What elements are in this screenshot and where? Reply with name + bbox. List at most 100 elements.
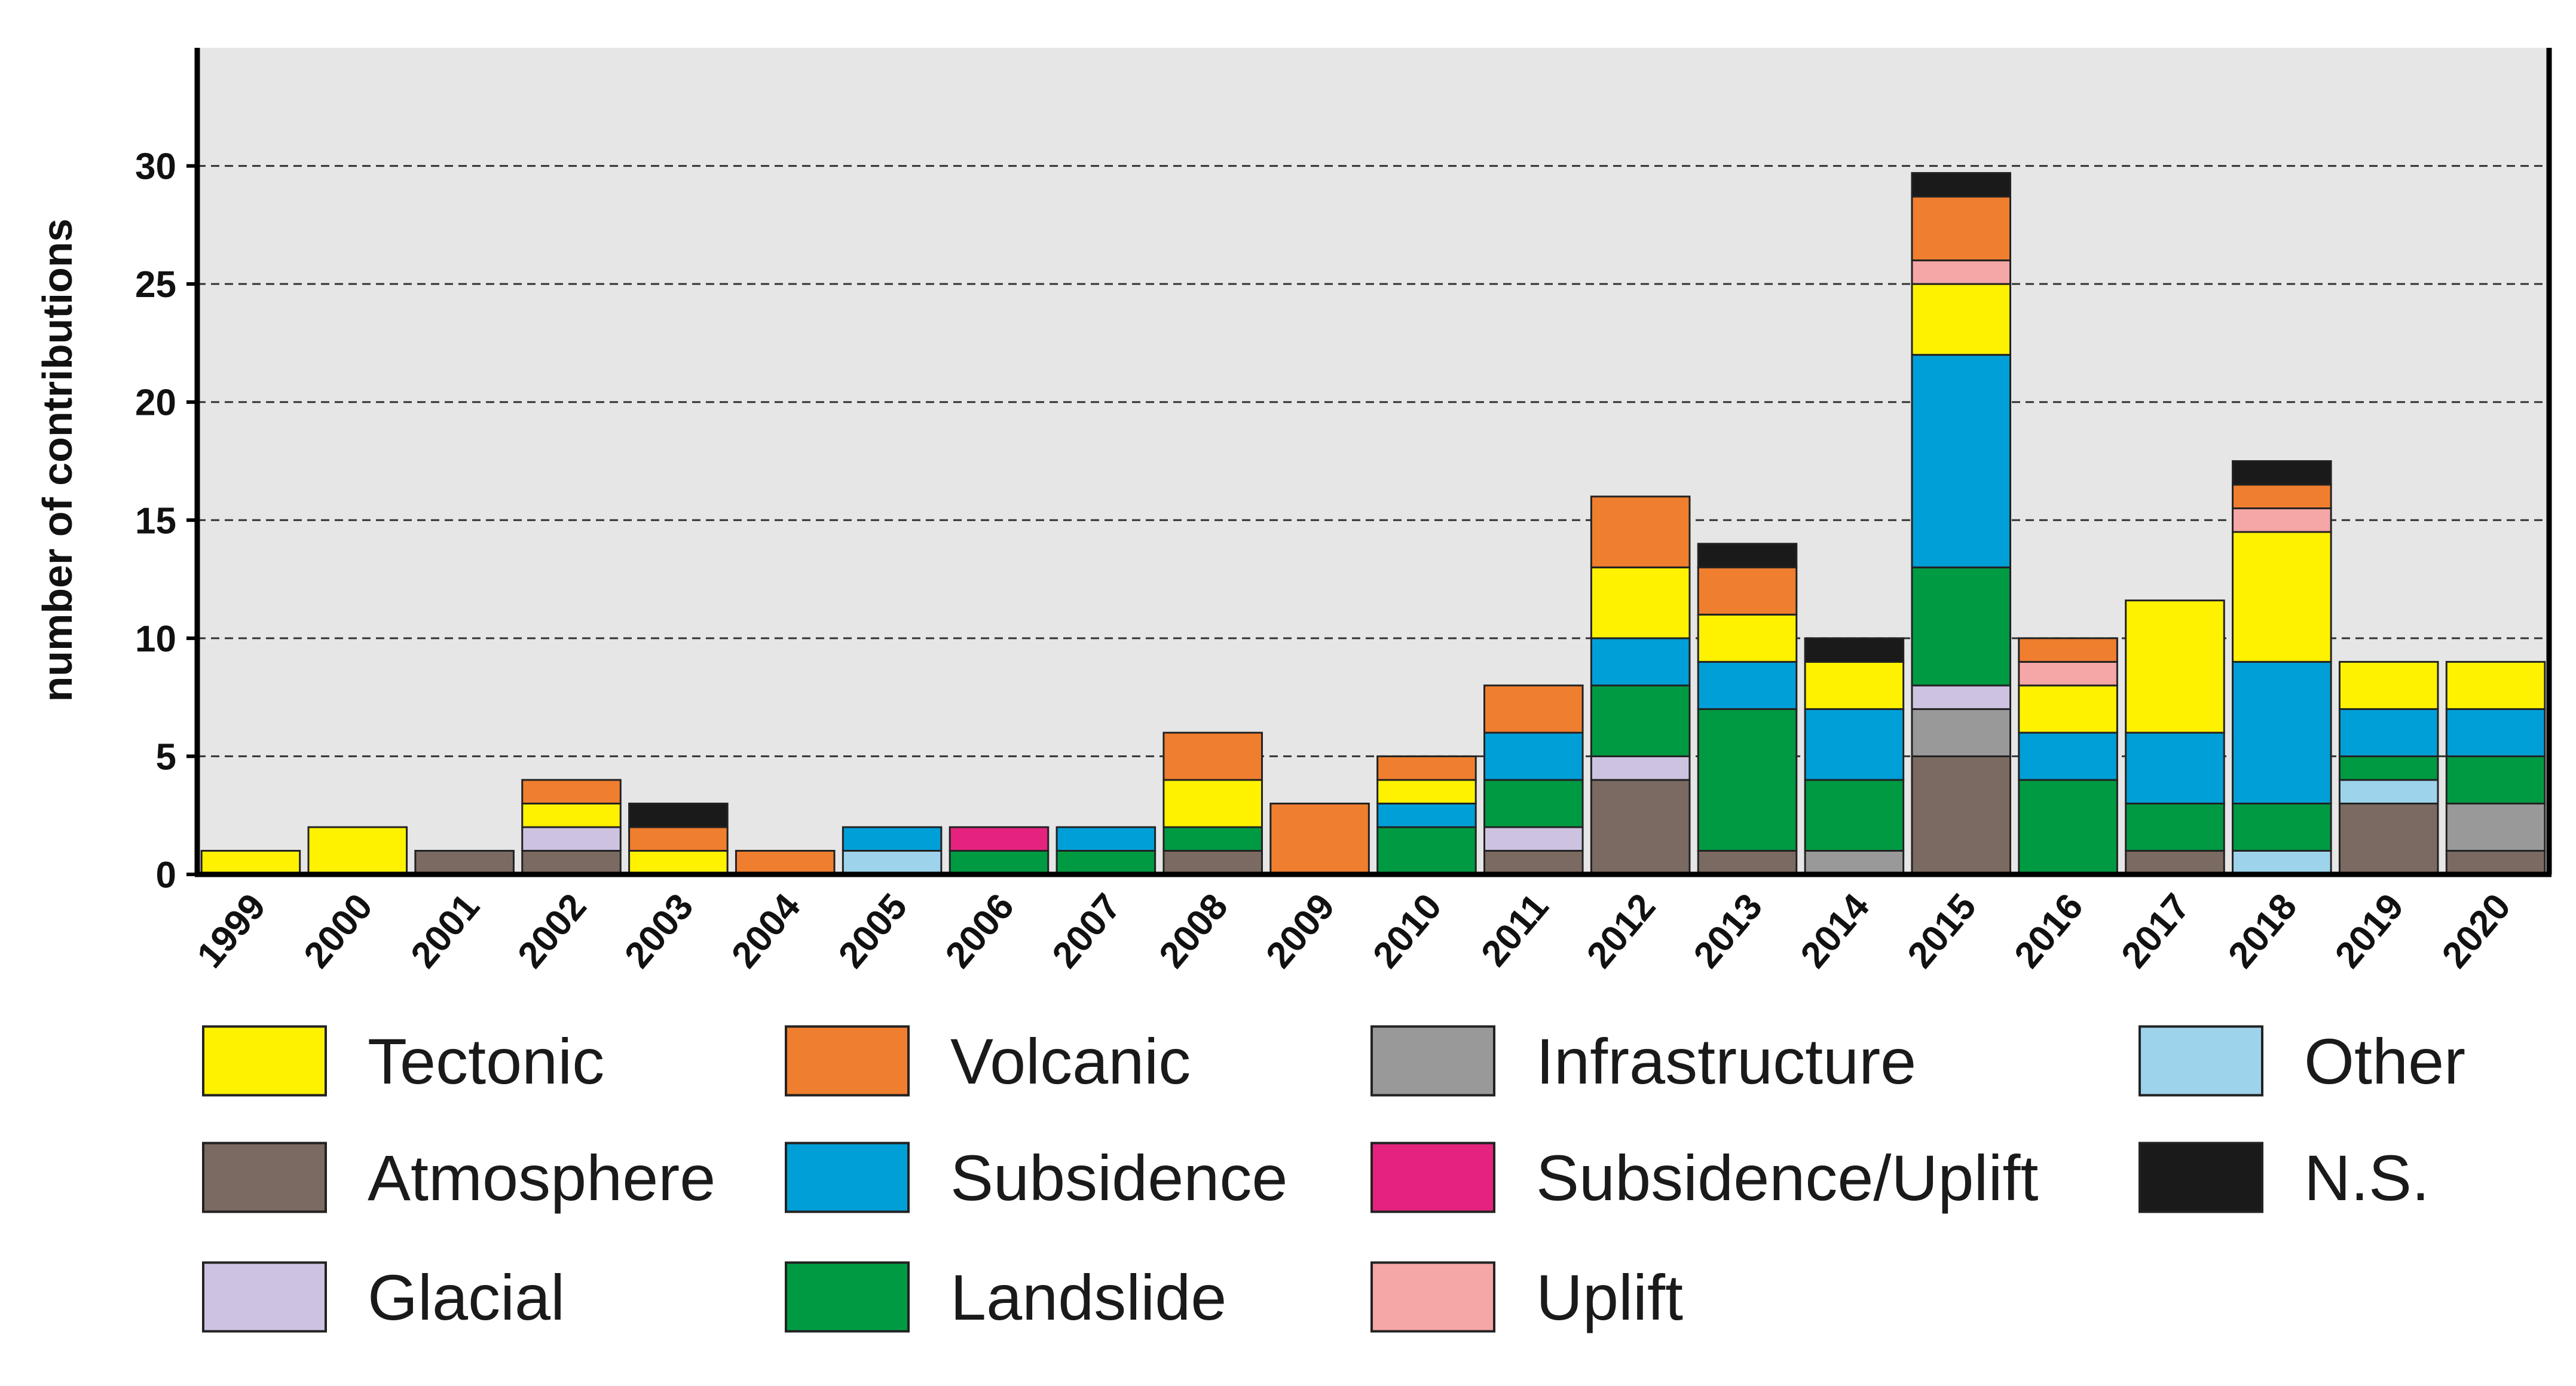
bar-segment-2006-subsidence-uplift (949, 826, 1050, 852)
bar-segment-2015-infrastructure (1911, 708, 2012, 757)
bar-segment-2003-volcanic (628, 826, 729, 852)
bar-segment-2015-uplift (1911, 259, 2012, 285)
bar-segment-2012-subsidence (1590, 637, 1691, 687)
legend-item-volcanic: Volcanic (785, 1025, 1191, 1097)
x-tick-label: 2007 (1045, 886, 1130, 976)
x-tick-label: 2012 (1579, 886, 1664, 976)
bar-2013 (1697, 543, 1798, 876)
y-tick-label: 10 (135, 619, 176, 660)
bar-2007 (1056, 826, 1157, 876)
bar-2015 (1911, 172, 2012, 876)
bar-segment-2012-landslide (1590, 684, 1691, 757)
bar-segment-2010-subsidence (1376, 802, 1477, 828)
legend-item-subsidence-uplift: Subsidence/Uplift (1370, 1142, 2038, 1214)
bar-2000 (307, 826, 408, 876)
x-tick-label: 2002 (510, 886, 595, 976)
bar-segment-2012-tectonic (1590, 566, 1691, 640)
bar-segment-2011-volcanic (1483, 684, 1584, 734)
bar-segment-2020-atmosphere (2445, 849, 2546, 876)
legend-swatch (1370, 1025, 1495, 1097)
x-tick-label: 2010 (1365, 886, 1450, 976)
bar-segment-2008-tectonic (1162, 779, 1263, 828)
bar-segment-2019-atmosphere (2338, 802, 2439, 876)
bar-segment-2019-tectonic (2338, 660, 2439, 710)
bar-segment-2015-subsidence (1911, 354, 2012, 568)
bar-segment-2019-subsidence (2338, 708, 2439, 757)
x-tick-label: 2011 (1473, 886, 1556, 974)
bar-2020 (2445, 660, 2546, 876)
bar-segment-2007-landslide (1056, 849, 1157, 876)
legend-swatch (202, 1142, 327, 1213)
legend-item-uplift: Uplift (1370, 1261, 1683, 1333)
bar-2002 (521, 779, 622, 876)
legend-label: Atmosphere (368, 1142, 715, 1214)
bar-segment-2008-landslide (1162, 826, 1263, 852)
bar-segment-2010-tectonic (1376, 779, 1477, 804)
bar-segment-2016-subsidence (2018, 732, 2118, 781)
x-tick-label: 2014 (1793, 886, 1878, 975)
bar-segment-2003-tectonic (628, 849, 729, 876)
bar-segment-2018-landslide (2232, 802, 2332, 852)
bar-2010 (1376, 755, 1477, 876)
bar-2001 (414, 849, 515, 876)
y-tick-label: 20 (135, 383, 176, 424)
legend-label: Tectonic (368, 1025, 604, 1097)
bar-segment-2017-tectonic (2125, 599, 2225, 734)
bar-segment-2019-landslide (2338, 755, 2439, 781)
bar-segment-2020-infrastructure (2445, 802, 2546, 852)
bar-segment-2009-volcanic (1269, 802, 1370, 876)
bar-segment-2015-tectonic (1911, 283, 2012, 356)
bar-segment-2002-atmosphere (521, 849, 622, 876)
bar-2011 (1483, 684, 1584, 876)
bar-segment-2016-uplift (2018, 660, 2118, 687)
bar-2012 (1590, 495, 1691, 876)
bar-segment-2012-atmosphere (1590, 779, 1691, 876)
bar-segment-2001-atmosphere (414, 849, 515, 876)
legend-swatch (785, 1142, 910, 1213)
bar-2009 (1269, 802, 1370, 876)
legend-item-n-s-: N.S. (2138, 1142, 2430, 1214)
bar-segment-2013-landslide (1697, 708, 1798, 852)
bar-segment-2017-subsidence (2125, 732, 2225, 804)
x-tick-label: 2017 (2113, 886, 2198, 976)
y-tick-label: 30 (135, 146, 176, 188)
legend-swatch (785, 1025, 910, 1097)
bar-segment-2003-n-s- (628, 802, 729, 828)
bar-2019 (2338, 660, 2439, 876)
bar-segment-2018-uplift (2232, 507, 2332, 533)
bar-segment-2006-landslide (949, 849, 1050, 876)
legend-swatch (1370, 1261, 1495, 1333)
legend-item-subsidence: Subsidence (785, 1142, 1287, 1214)
bar-segment-2015-volcanic (1911, 195, 2012, 262)
bar-segment-2002-tectonic (521, 802, 622, 828)
legend-label: N.S. (2304, 1142, 2430, 1214)
bar-segment-2018-tectonic (2232, 531, 2332, 663)
bar-2017 (2125, 599, 2225, 876)
x-tick-label: 2015 (1899, 886, 1984, 976)
bar-segment-2018-subsidence (2232, 660, 2332, 804)
bar-segment-2015-landslide (1911, 566, 2012, 687)
bar-segment-2008-atmosphere (1162, 849, 1263, 876)
bar-segment-2011-subsidence (1483, 732, 1584, 781)
bar-segment-2012-glacial (1590, 755, 1691, 781)
bar-2018 (2232, 460, 2332, 876)
bar-2016 (2018, 637, 2118, 876)
x-ticks: 1999 2000 2001 2002 2003 2004 2005 2006 2007 2008… (189, 886, 2519, 975)
legend-label: Infrastructure (1536, 1025, 1916, 1097)
bar-segment-2014-tectonic (1804, 660, 1905, 710)
y-tick-label: 0 (156, 855, 176, 896)
legend-label: Other (2304, 1025, 2465, 1097)
bar-segment-2011-landslide (1483, 779, 1584, 828)
bar-segment-2013-volcanic (1697, 566, 1798, 616)
bar-segment-2008-volcanic (1162, 732, 1263, 781)
bar-segment-2015-atmosphere (1911, 755, 2012, 876)
bar-segment-2015-glacial (1911, 684, 2012, 710)
bar-segment-2016-tectonic (2018, 684, 2118, 734)
legend-swatch (202, 1261, 327, 1333)
legend-swatch (2138, 1142, 2263, 1213)
bar-segment-2007-subsidence (1056, 826, 1157, 852)
legend-swatch (202, 1025, 327, 1097)
bar-segment-2005-other (842, 849, 943, 876)
bar-segment-2018-other (2232, 849, 2332, 876)
